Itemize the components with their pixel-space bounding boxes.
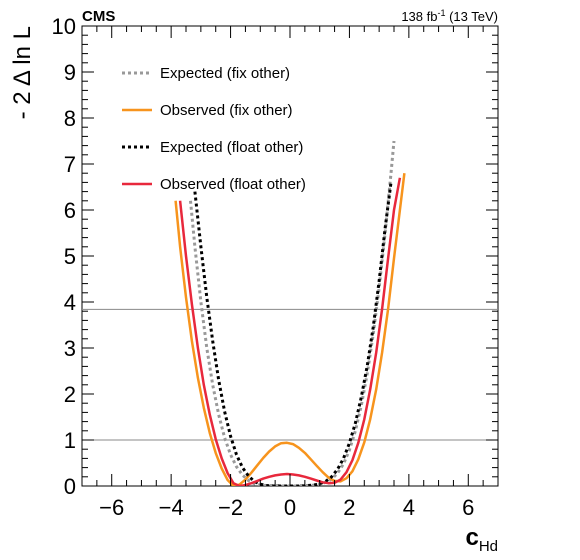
energy-label: (13 TeV) [445, 9, 498, 24]
y-tick-label: 7 [64, 152, 76, 177]
legend-label-0: Expected (fix other) [160, 65, 290, 82]
x-axis-title: cHd [465, 524, 498, 555]
y-axis-title: - 2 Δ ln L [9, 26, 36, 119]
legend-label-1: Observed (fix other) [160, 102, 293, 119]
x-axis-title-main: c [465, 524, 478, 551]
reference-lines [82, 308, 498, 441]
y-axis-ticks: 0 1 2 3 4 5 6 7 8 9 10 [52, 14, 498, 499]
y-tick-label: 8 [64, 106, 76, 131]
y-tick-label: 4 [64, 290, 76, 315]
y-tick-label: 3 [64, 336, 76, 361]
x-axis-title-sub: Hd [479, 538, 498, 555]
series-line-1 [174, 173, 406, 486]
x-tick-label: 2 [343, 495, 355, 520]
legend-label-3: Observed (float other) [160, 176, 306, 193]
y-tick-label: 9 [64, 60, 76, 85]
y-tick-label: 2 [64, 382, 76, 407]
x-axis-ticks: −6 −4 −2 0 2 4 6 [81, 26, 499, 520]
luminosity-value: 138 fb [401, 9, 437, 24]
legend-label-2: Expected (float other) [160, 139, 303, 156]
y-tick-label: 5 [64, 244, 76, 269]
x-tick-label: 4 [403, 495, 415, 520]
experiment-label: CMS [82, 8, 115, 25]
series-line-0 [189, 140, 396, 486]
series-line-2 [193, 182, 393, 486]
x-tick-label: −4 [159, 495, 184, 520]
x-tick-label: −6 [99, 495, 124, 520]
luminosity-label: 138 fb-1 (13 TeV) [401, 8, 498, 24]
x-tick-label: 0 [284, 495, 296, 520]
y-tick-label: 6 [64, 198, 76, 223]
y-tick-label: 10 [52, 14, 76, 39]
luminosity-exponent: -1 [437, 8, 445, 18]
x-tick-label: 6 [462, 495, 474, 520]
y-tick-label: 1 [64, 428, 76, 453]
legend: Expected (fix other) Observed (fix other)… [122, 65, 306, 193]
x-tick-label: −2 [218, 495, 243, 520]
y-tick-label: 0 [64, 474, 76, 499]
plot-frame [81, 25, 499, 487]
